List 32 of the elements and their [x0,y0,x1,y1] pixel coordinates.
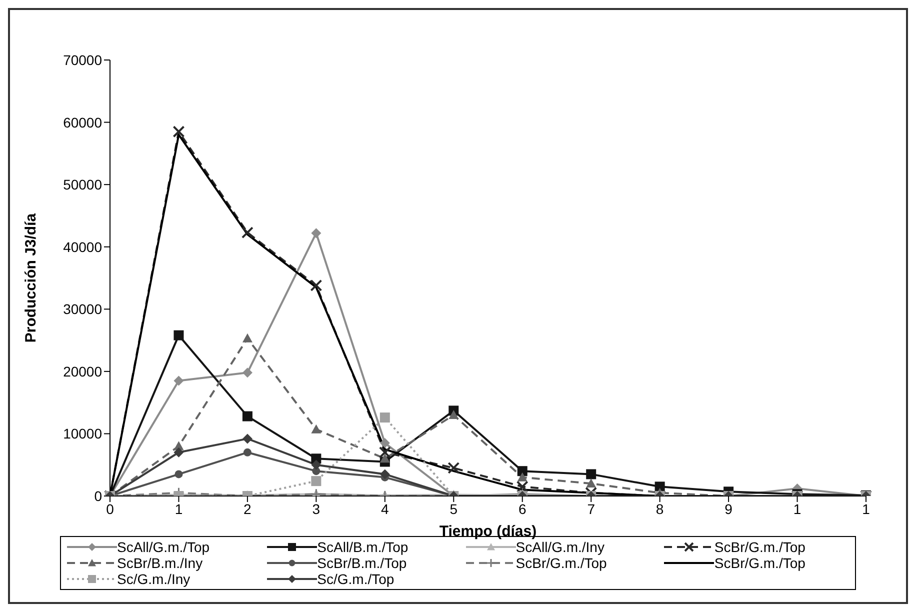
x-tick-label: 1 [174,500,183,517]
y-tick-label: 50000 [63,176,102,193]
y-tick-label: 10000 [63,426,102,442]
x-tick-label: 7 [587,500,596,517]
legend-label: Sc/G.m./Top [317,571,394,587]
legend-label: ScAll/G.m./Top [117,539,210,555]
legend-label: ScBr/G.m./Top [714,555,806,571]
legend-label: ScBr/B.m./Iny [117,555,203,571]
y-tick-label: 30000 [63,301,102,318]
legend-label: ScAll/G.m./Iny [516,539,604,555]
x-tick-label: 9 [724,500,733,517]
x-tick-label: 1 [862,500,870,517]
y-axis-title: Producción J3/día [22,212,40,343]
y-tick-label: 20000 [63,363,102,380]
legend-label: Sc/G.m./Iny [117,571,190,587]
x-tick-label: 2 [244,500,252,517]
y-tick-label: 70000 [63,52,102,68]
y-tick-label: 40000 [63,238,102,255]
x-tick-label: 0 [106,500,114,517]
y-tick-label: 0 [94,488,102,504]
x-tick-label: 5 [450,500,458,517]
legend-label: ScAll/B.m./Top [317,539,408,555]
x-tick-label: 6 [518,500,526,517]
x-tick-label: 4 [381,500,390,517]
x-tick-label: 8 [656,500,664,517]
legend-label: ScBr/G.m./Top [714,539,806,555]
legend-label: ScBr/G.m./Top [516,555,607,571]
x-tick-label: 1 [793,500,802,517]
legend-label: ScBr/B.m./Top [317,555,407,571]
y-tick-label: 60000 [63,114,102,130]
x-axis-title: Tiempo (días) [439,523,537,540]
x-tick-label: 3 [312,500,320,517]
